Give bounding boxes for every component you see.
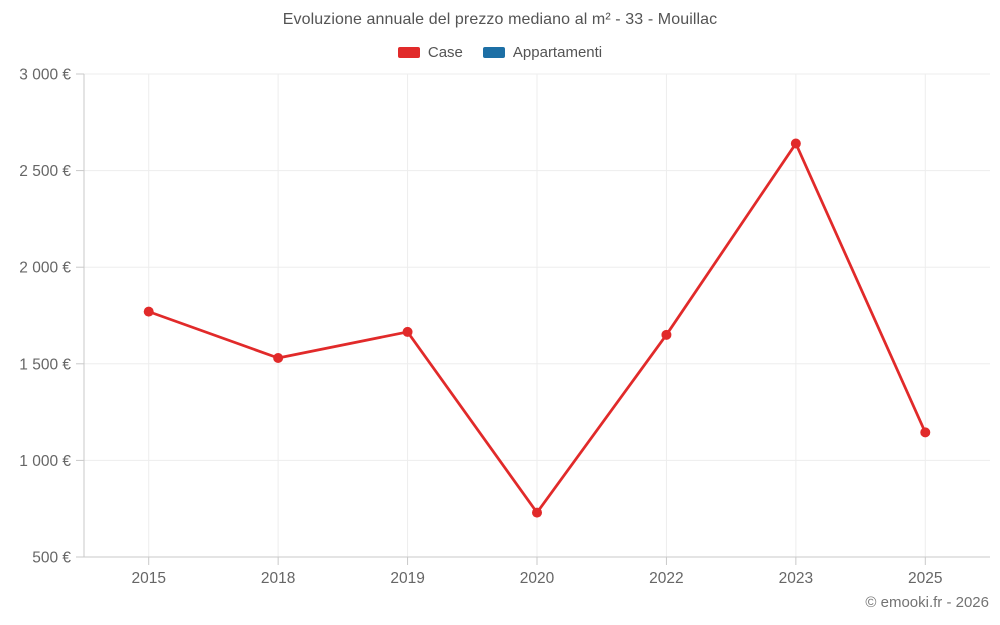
chart-title: Evoluzione annuale del prezzo mediano al…	[282, 11, 718, 28]
credit-text: © emooki.fr - 2026	[865, 594, 989, 611]
y-tick-label: 2 500 €	[19, 163, 71, 180]
data-point-case-2018[interactable]	[273, 353, 284, 364]
data-point-case-2019[interactable]	[402, 326, 413, 337]
x-tick-label: 2025	[908, 570, 942, 587]
legend-label: Case	[427, 44, 463, 61]
data-point-case-2022[interactable]	[661, 329, 672, 340]
y-tick-label: 2 000 €	[19, 260, 71, 277]
x-tick-label: 2020	[520, 570, 555, 587]
y-tick-label: 500 €	[32, 550, 71, 567]
legend-item-appartamenti[interactable]: Appartamenti	[482, 44, 603, 61]
x-tick-label: 2022	[649, 570, 683, 587]
legend-swatch-icon	[397, 47, 420, 58]
legend-swatch-icon	[482, 47, 505, 58]
x-tick-label: 2019	[390, 570, 424, 587]
y-tick-label: 1 000 €	[19, 453, 71, 470]
data-point-case-2020[interactable]	[532, 507, 542, 518]
y-tick-label: 1 500 €	[19, 356, 71, 373]
data-point-case-2025[interactable]	[920, 427, 931, 438]
chart-legend: Case Appartamenti	[0, 44, 1000, 61]
x-tick-label: 2018	[261, 570, 295, 587]
data-point-case-2015[interactable]	[143, 306, 154, 317]
data-point-case-2023[interactable]	[790, 138, 801, 149]
y-tick-label: 3 000 €	[19, 67, 71, 84]
legend-item-case[interactable]: Case	[397, 44, 463, 61]
x-tick-label: 2023	[779, 570, 813, 587]
x-tick-label: 2015	[131, 570, 165, 587]
legend-label: Appartamenti	[512, 44, 603, 61]
